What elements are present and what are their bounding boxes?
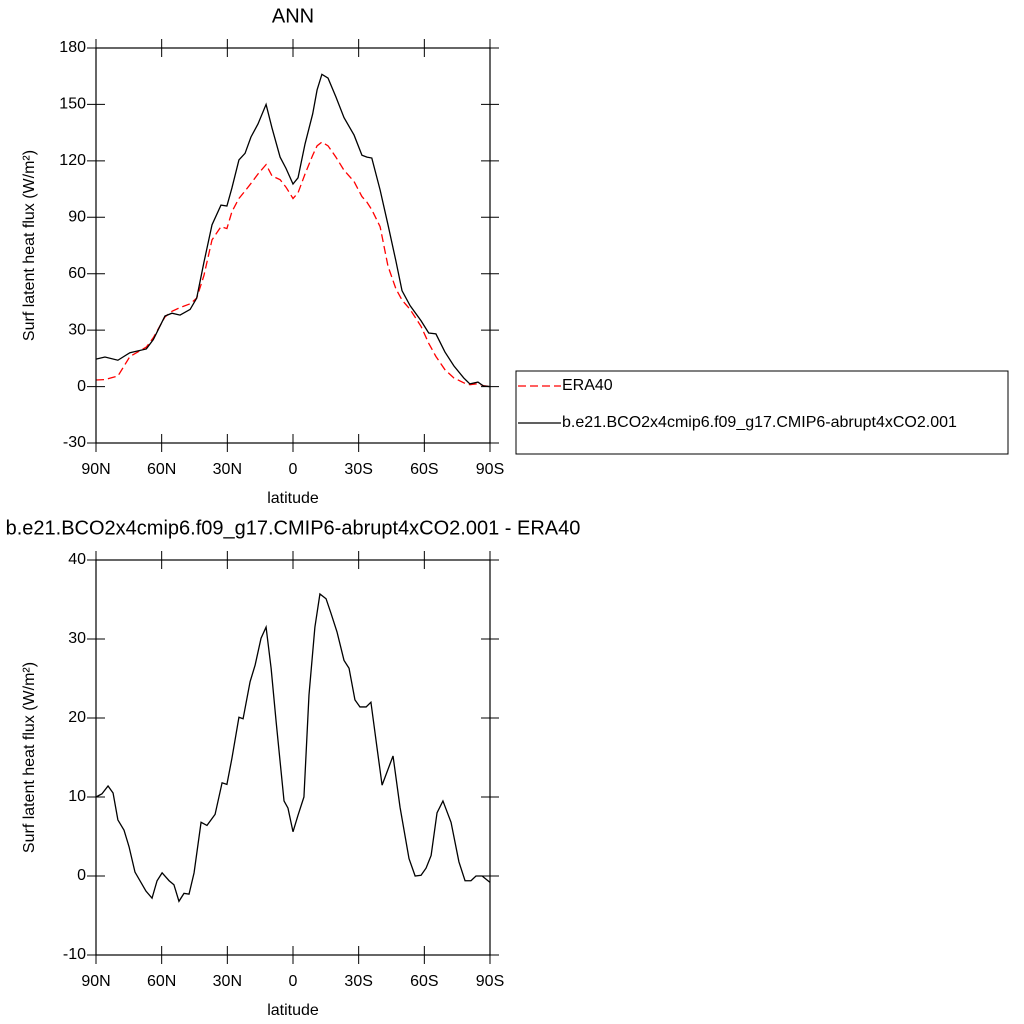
y-axis-label: Surf latent heat flux (W/m²) (21, 662, 38, 853)
y-tick-label: 180 (59, 39, 86, 56)
y-tick-label: -10 (63, 946, 86, 963)
y-tick-label: 0 (77, 867, 86, 884)
x-tick-label: 60S (410, 973, 438, 990)
x-tick-label: 60N (147, 461, 176, 478)
x-axis-label: latitude (267, 1002, 319, 1019)
x-tick-label: 30N (213, 461, 242, 478)
data-line (95, 592, 491, 903)
x-tick-label: 90N (81, 461, 110, 478)
plot-frame (95, 559, 491, 956)
y-tick-label: 60 (68, 265, 86, 282)
data-line (95, 141, 491, 388)
legend-label: b.e21.BCO2x4cmip6.f09_g17.CMIP6-abrupt4x… (562, 414, 957, 431)
y-tick-label: 30 (68, 321, 86, 338)
chart-title: b.e21.BCO2x4cmip6.f09_g17.CMIP6-abrupt4x… (6, 517, 581, 539)
x-tick-label: 0 (289, 461, 298, 478)
x-tick-label: 30S (344, 461, 372, 478)
x-tick-label: 30N (213, 973, 242, 990)
data-line (95, 73, 491, 388)
x-tick-label: 90N (81, 973, 110, 990)
plot-frame (95, 47, 491, 444)
y-axis-label: Surf latent heat flux (W/m²) (21, 150, 38, 341)
x-tick-label: 0 (289, 973, 298, 990)
y-tick-label: 90 (68, 209, 86, 226)
x-tick-label: 60N (147, 973, 176, 990)
legend-box (515, 370, 1009, 455)
x-tick-label: 60S (410, 461, 438, 478)
y-tick-label: 120 (59, 152, 86, 169)
y-tick-label: 30 (68, 630, 86, 647)
legend-label: ERA40 (562, 377, 613, 394)
y-tick-label: 150 (59, 96, 86, 113)
y-tick-label: 10 (68, 788, 86, 805)
x-tick-label: 90S (476, 461, 504, 478)
x-axis-label: latitude (267, 490, 319, 507)
y-tick-label: 40 (68, 551, 86, 568)
y-tick-label: -30 (63, 434, 86, 451)
x-tick-label: 90S (476, 973, 504, 990)
x-tick-label: 30S (344, 973, 372, 990)
y-tick-label: 0 (77, 378, 86, 395)
chart-title: ANN (272, 5, 314, 27)
y-tick-label: 20 (68, 709, 86, 726)
